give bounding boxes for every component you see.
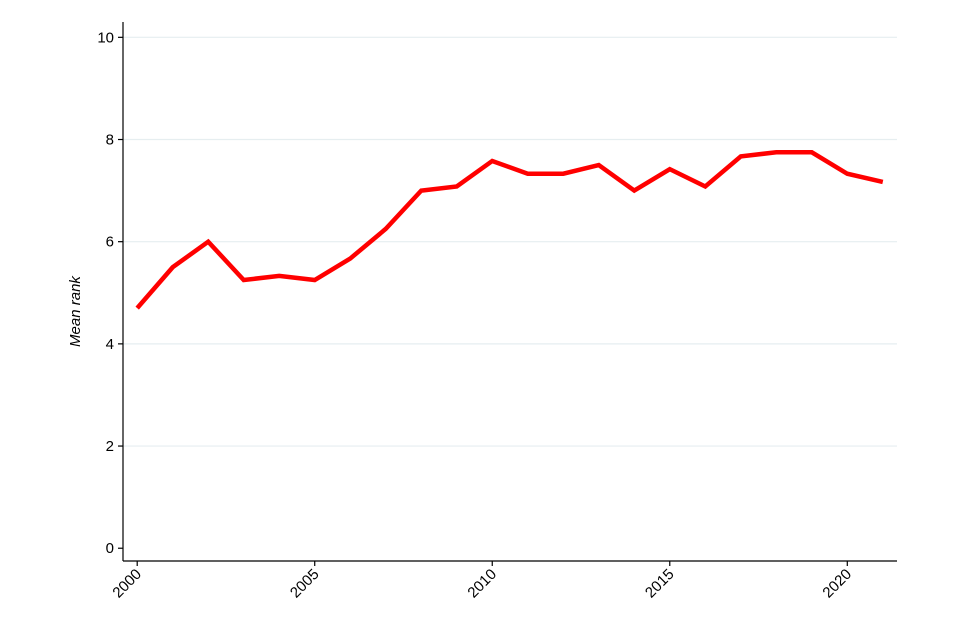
y-axis-title: Mean rank [67,275,84,347]
y-tick-label-4: 4 [106,336,114,353]
y-tick-label-8: 8 [106,132,114,149]
x-axis-ticks: 2000 2005 2010 2015 2020 [109,561,855,601]
axes [122,22,897,562]
x-tick-label-2010: 2010 [464,566,500,602]
y-tick-label-10: 10 [97,29,114,46]
x-tick-label-2005: 2005 [287,566,323,602]
y-tick-label-0: 0 [106,540,114,557]
series-lines [135,150,884,310]
x-tick-label-2000: 2000 [109,566,145,602]
series-line-0 [135,150,884,310]
y-tick-label-6: 6 [106,234,114,251]
y-axis-ticks: 0 2 4 6 8 10 [97,29,123,557]
x-tick-label-2020: 2020 [820,566,856,602]
y-tick-label-2: 2 [106,438,114,455]
grid-lines [123,36,897,447]
x-tick-label-2015: 2015 [642,566,678,602]
